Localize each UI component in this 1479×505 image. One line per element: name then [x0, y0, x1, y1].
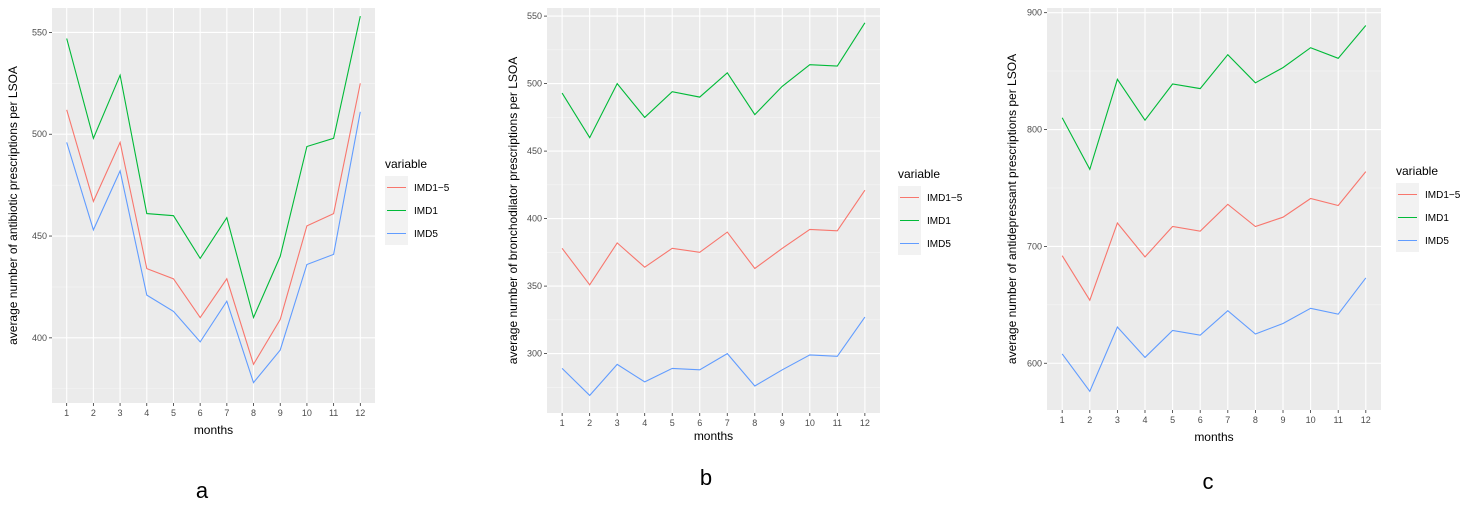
x-tick-label: 8: [1253, 415, 1258, 425]
x-tick-label: 4: [144, 408, 149, 418]
y-tick-label: 800: [1027, 125, 1042, 135]
y-tick-label: 600: [1027, 358, 1042, 368]
x-tick-label: 5: [670, 418, 675, 428]
y-tick-label: 550: [32, 27, 47, 37]
series-line-imd5: [66, 111, 361, 384]
series-line-imd5: [1061, 277, 1367, 393]
y-tick-label: 400: [527, 214, 542, 224]
series-line-imd1: [1061, 25, 1367, 171]
x-tick-label: 11: [833, 418, 842, 428]
x-tick-label: 8: [752, 418, 757, 428]
series-line-imd1-5: [66, 83, 361, 366]
x-tick-label: 3: [615, 418, 620, 428]
plot-panel-background: [547, 8, 880, 413]
legend-entry-label: IMD5: [1425, 236, 1449, 247]
x-tick-label: 7: [725, 418, 730, 428]
y-tick-label: 500: [527, 79, 542, 89]
x-tick-label: 12: [1361, 415, 1371, 425]
series-line-imd1-5: [561, 189, 866, 286]
legend-title: variable: [385, 157, 427, 171]
y-tick-label: 450: [32, 231, 47, 241]
x-tick-label: 9: [780, 418, 785, 428]
x-tick-label: 3: [1115, 415, 1120, 425]
x-tick-label: 1: [64, 408, 69, 418]
legend-entry-label: IMD1−5: [927, 193, 963, 204]
series-line-imd1-5: [1061, 171, 1367, 302]
x-tick-label: 10: [805, 418, 815, 428]
x-tick-label: 3: [118, 408, 123, 418]
y-tick-label: 500: [32, 129, 47, 139]
x-tick-label: 9: [1281, 415, 1286, 425]
x-tick-label: 5: [1170, 415, 1175, 425]
x-tick-label: 2: [91, 408, 96, 418]
series-line-imd1: [561, 22, 866, 139]
x-tick-label: 2: [587, 418, 592, 428]
x-axis-title: months: [194, 423, 233, 437]
x-tick-label: 1: [1060, 415, 1065, 425]
x-tick-label: 2: [1087, 415, 1092, 425]
x-tick-label: 10: [302, 408, 312, 418]
legend-entry-label: IMD1: [927, 216, 951, 227]
legend-entry-label: IMD1: [414, 206, 438, 217]
y-tick-label: 450: [527, 146, 542, 156]
x-axis-title: months: [1194, 430, 1233, 444]
y-axis-title: average number of bronchodilator prescri…: [506, 57, 520, 365]
x-tick-label: 4: [642, 418, 647, 428]
x-tick-label: 11: [329, 408, 338, 418]
x-tick-label: 4: [1142, 415, 1147, 425]
x-tick-label: 8: [251, 408, 256, 418]
x-tick-label: 6: [198, 408, 203, 418]
x-tick-label: 12: [860, 418, 870, 428]
y-tick-label: 900: [1027, 8, 1042, 18]
plot-panel-background: [1047, 8, 1381, 410]
panel-letter: a: [196, 478, 209, 503]
x-tick-label: 11: [1334, 415, 1343, 425]
panel-letter: c: [1203, 469, 1214, 494]
x-axis-title: months: [694, 429, 733, 443]
y-tick-label: 350: [527, 281, 542, 291]
x-tick-label: 6: [697, 418, 702, 428]
series-line-imd5: [561, 316, 866, 397]
series-line-imd1: [66, 15, 361, 320]
y-tick-label: 550: [527, 11, 542, 21]
x-tick-label: 10: [1306, 415, 1316, 425]
legend-title: variable: [898, 167, 940, 181]
y-tick-label: 700: [1027, 241, 1042, 251]
y-tick-label: 400: [32, 333, 47, 343]
legend-title: variable: [1396, 164, 1438, 178]
legend-entry-label: IMD5: [927, 239, 951, 250]
y-axis-title: average number of antidepressant prescri…: [1005, 54, 1019, 364]
x-tick-label: 9: [278, 408, 283, 418]
legend-entry-label: IMD1−5: [414, 183, 450, 194]
plot-panel-background: [52, 8, 375, 403]
y-tick-label: 300: [527, 349, 542, 359]
x-tick-label: 1: [560, 418, 565, 428]
legend-entry-label: IMD1: [1425, 213, 1449, 224]
x-tick-label: 7: [1225, 415, 1230, 425]
y-axis-title: average number of antibiotic prescriptio…: [6, 66, 20, 345]
legend-entry-label: IMD5: [414, 229, 438, 240]
x-tick-label: 5: [171, 408, 176, 418]
x-tick-label: 7: [224, 408, 229, 418]
panel-letter: b: [700, 465, 712, 490]
x-tick-label: 12: [355, 408, 365, 418]
x-tick-label: 6: [1198, 415, 1203, 425]
legend-entry-label: IMD1−5: [1425, 190, 1461, 201]
